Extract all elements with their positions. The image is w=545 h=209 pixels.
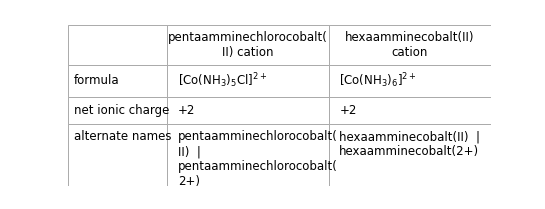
Text: pentaamminechlorocobalt(
II)  |
pentaamminechlorocobalt(
2+): pentaamminechlorocobalt( II) | pentaammi… <box>178 130 338 189</box>
Text: pentaamminechlorocobalt(
II) cation: pentaamminechlorocobalt( II) cation <box>168 31 328 59</box>
Bar <box>329 124 490 186</box>
Bar <box>329 65 490 97</box>
Text: +2: +2 <box>340 104 356 117</box>
Bar <box>68 25 167 65</box>
Bar <box>167 65 329 97</box>
Bar <box>68 124 167 186</box>
Bar <box>167 97 329 124</box>
Text: formula: formula <box>74 74 119 87</box>
Text: $[\mathrm{Co(NH_3)_5Cl}]^{2+}$: $[\mathrm{Co(NH_3)_5Cl}]^{2+}$ <box>178 71 267 90</box>
Text: net ionic charge: net ionic charge <box>74 104 169 117</box>
Bar <box>68 97 167 124</box>
Bar <box>329 97 490 124</box>
Bar <box>167 124 329 186</box>
Text: hexaamminecobalt(II)
cation: hexaamminecobalt(II) cation <box>345 31 474 59</box>
Bar <box>329 25 490 65</box>
Text: $[\mathrm{Co(NH_3)_6}]^{2+}$: $[\mathrm{Co(NH_3)_6}]^{2+}$ <box>340 71 417 90</box>
Text: hexaamminecobalt(II)  |
hexaamminecobalt(2+): hexaamminecobalt(II) | hexaamminecobalt(… <box>340 130 480 158</box>
Text: +2: +2 <box>178 104 195 117</box>
Bar <box>167 25 329 65</box>
Text: alternate names: alternate names <box>74 130 171 144</box>
Bar <box>68 65 167 97</box>
